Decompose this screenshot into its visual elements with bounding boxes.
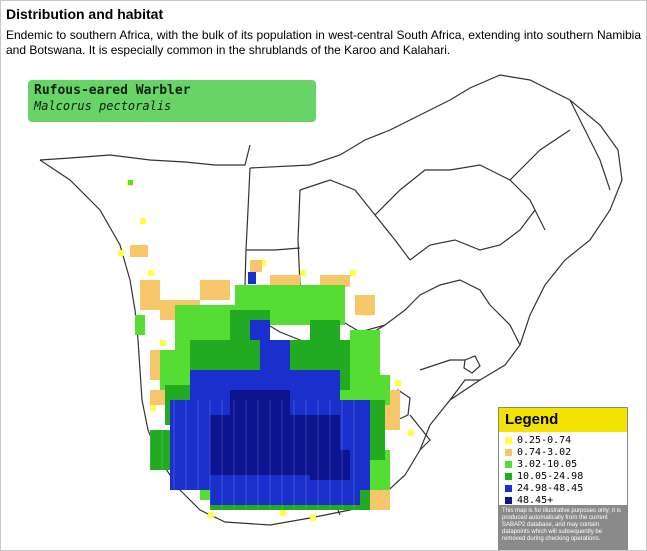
legend-swatch bbox=[505, 472, 512, 480]
legend-label: 10.05-24.98 bbox=[517, 471, 584, 482]
distribution-map: Rufous-eared Warbler Malcorus pectoralis… bbox=[10, 70, 635, 550]
species-scientific-name: Malcorus pectoralis bbox=[34, 99, 172, 113]
legend-swatch bbox=[505, 484, 512, 492]
legend-item: 10.05-24.98 bbox=[505, 471, 627, 483]
legend-swatch bbox=[505, 436, 512, 444]
legend-item: 0.25-0.74 bbox=[505, 435, 627, 447]
legend-swatch bbox=[505, 496, 512, 504]
species-common-name: Rufous-eared Warbler bbox=[34, 83, 191, 98]
legend-disclaimer: This map is for illustrative purposes on… bbox=[499, 505, 627, 549]
legend-title: Legend bbox=[499, 408, 627, 432]
map-legend: Legend 0.25-0.74 0.74-3.02 3.02-10.05 10… bbox=[498, 407, 628, 550]
grid-lines bbox=[149, 400, 355, 510]
legend-label: 0.74-3.02 bbox=[517, 447, 572, 458]
legend-swatch bbox=[505, 448, 512, 456]
legend-item: 24.98-48.45 bbox=[505, 483, 627, 495]
legend-swatch bbox=[505, 460, 512, 468]
legend-item: 48.45+ bbox=[505, 495, 627, 507]
density-48-45 bbox=[210, 390, 350, 480]
legend-label: 24.98-48.45 bbox=[517, 483, 584, 494]
species-label-box: Rufous-eared Warbler Malcorus pectoralis bbox=[28, 80, 316, 122]
distribution-grid bbox=[118, 180, 414, 521]
map-canvas bbox=[39, 74, 623, 526]
section-heading: Distribution and habitat bbox=[6, 6, 164, 22]
legend-item: 3.02-10.05 bbox=[505, 459, 627, 471]
legend-item: 0.74-3.02 bbox=[505, 447, 627, 459]
section-description: Endemic to southern Africa, with the bul… bbox=[6, 28, 641, 57]
legend-label: 3.02-10.05 bbox=[517, 459, 578, 470]
legend-label: 0.25-0.74 bbox=[517, 435, 572, 446]
legend-items: 0.25-0.74 0.74-3.02 3.02-10.05 10.05-24.… bbox=[499, 432, 627, 507]
legend-label: 48.45+ bbox=[517, 495, 554, 506]
